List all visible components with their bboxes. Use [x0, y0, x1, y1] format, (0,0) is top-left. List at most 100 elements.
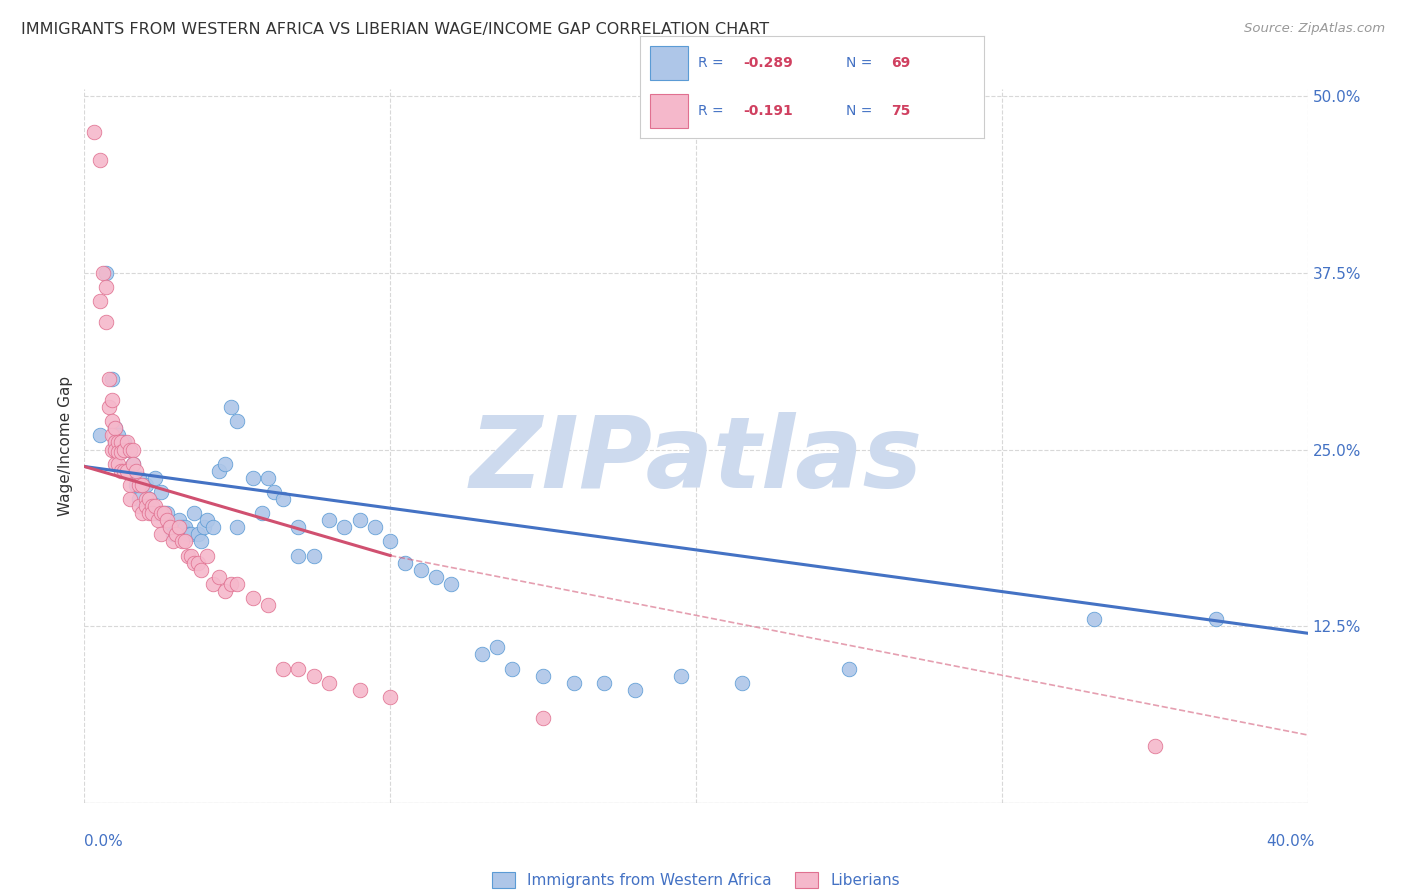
Point — [97, 372, 120, 386]
Point — [112, 435, 135, 450]
Point — [91, 266, 114, 280]
Text: 40.0%: 40.0% — [1267, 834, 1315, 849]
Point — [257, 598, 280, 612]
Point — [128, 478, 150, 492]
Point — [131, 478, 153, 492]
Bar — [650, 45, 688, 79]
Point — [425, 570, 447, 584]
Point — [318, 513, 340, 527]
Point — [183, 506, 205, 520]
Text: N =: N = — [846, 104, 877, 118]
Point — [104, 435, 127, 450]
Point — [101, 414, 124, 428]
Point — [141, 506, 163, 520]
Point — [318, 675, 340, 690]
Text: 0.0%: 0.0% — [84, 834, 124, 849]
Point — [104, 457, 127, 471]
Point — [153, 506, 176, 520]
Point — [193, 520, 215, 534]
Point — [669, 668, 692, 682]
Point — [162, 534, 184, 549]
Point — [1083, 612, 1105, 626]
Point — [180, 527, 202, 541]
Point — [167, 513, 190, 527]
Point — [107, 457, 129, 471]
Point — [149, 484, 172, 499]
Point — [226, 414, 249, 428]
Point — [302, 668, 325, 682]
Point — [94, 280, 117, 294]
Point — [624, 682, 647, 697]
Point — [208, 464, 231, 478]
Point — [101, 442, 124, 457]
Point — [110, 435, 132, 450]
Point — [593, 675, 616, 690]
Point — [120, 491, 142, 506]
Point — [131, 506, 153, 520]
Point — [149, 506, 172, 520]
Point — [110, 435, 132, 450]
Point — [122, 457, 145, 471]
Point — [107, 445, 129, 459]
Point — [135, 478, 157, 492]
Point — [174, 534, 197, 549]
Point — [380, 690, 402, 704]
Point — [195, 513, 218, 527]
Point — [172, 520, 194, 534]
Point — [219, 576, 242, 591]
Text: R =: R = — [699, 56, 728, 70]
Point — [89, 153, 111, 167]
Point — [128, 491, 150, 506]
Point — [349, 513, 371, 527]
Point — [177, 549, 200, 563]
Point — [159, 520, 181, 534]
Point — [250, 506, 273, 520]
Point — [156, 506, 179, 520]
Text: IMMIGRANTS FROM WESTERN AFRICA VS LIBERIAN WAGE/INCOME GAP CORRELATION CHART: IMMIGRANTS FROM WESTERN AFRICA VS LIBERI… — [21, 22, 769, 37]
Point — [120, 442, 142, 457]
Point — [115, 435, 138, 450]
Point — [135, 491, 157, 506]
Point — [214, 583, 236, 598]
Point — [287, 662, 309, 676]
Point — [1205, 612, 1227, 626]
Bar — [650, 95, 688, 128]
Point — [167, 520, 190, 534]
Point — [180, 549, 202, 563]
Point — [302, 549, 325, 563]
Point — [471, 648, 494, 662]
Point — [101, 372, 124, 386]
Point — [486, 640, 509, 655]
Point — [242, 591, 264, 605]
Point — [112, 442, 135, 457]
Point — [101, 393, 124, 408]
Point — [271, 491, 294, 506]
Point — [89, 428, 111, 442]
Point — [156, 513, 179, 527]
Point — [380, 534, 402, 549]
Point — [107, 428, 129, 442]
Point — [104, 421, 127, 435]
Point — [135, 499, 157, 513]
Point — [177, 527, 200, 541]
Point — [143, 499, 166, 513]
Point — [263, 484, 285, 499]
Point — [364, 520, 387, 534]
Point — [104, 442, 127, 457]
Point — [112, 464, 135, 478]
Point — [122, 442, 145, 457]
Point — [94, 315, 117, 329]
Point — [208, 570, 231, 584]
Point — [226, 520, 249, 534]
Point — [394, 556, 416, 570]
Point — [128, 471, 150, 485]
Point — [562, 675, 585, 690]
Point — [287, 520, 309, 534]
Point — [125, 464, 148, 478]
Point — [201, 576, 224, 591]
Point — [219, 400, 242, 414]
Point — [242, 471, 264, 485]
Point — [146, 506, 169, 520]
Point — [115, 464, 138, 478]
Point — [183, 556, 205, 570]
